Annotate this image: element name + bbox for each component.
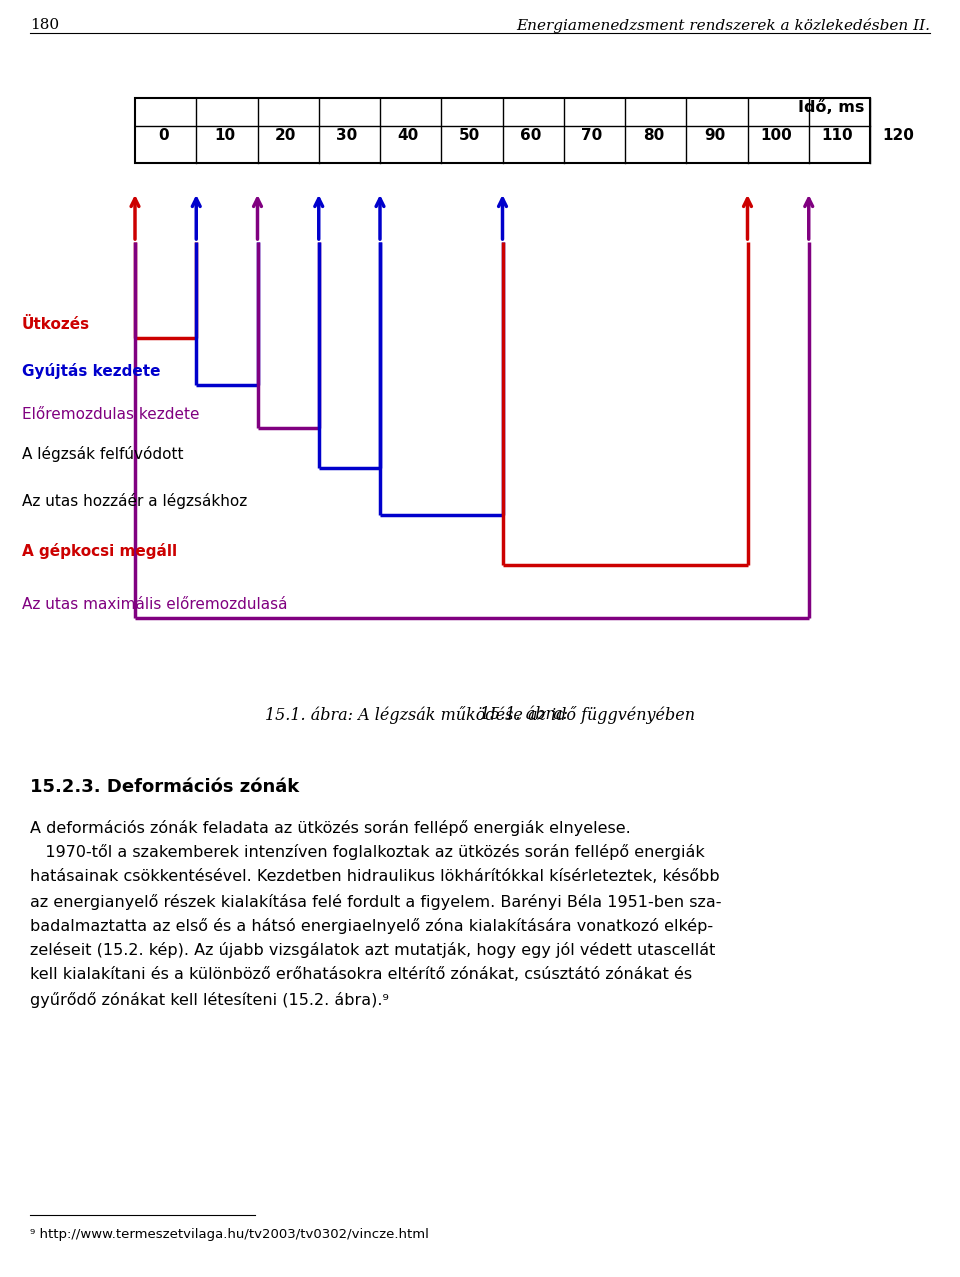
Text: A gépkocsi megáll: A gépkocsi megáll <box>22 543 178 559</box>
Text: 15.1. ábra:: 15.1. ábra: <box>480 706 568 723</box>
Text: 90: 90 <box>704 128 725 143</box>
Text: 120: 120 <box>882 128 914 143</box>
Text: 30: 30 <box>336 128 358 143</box>
Text: 50: 50 <box>459 128 480 143</box>
Text: A deformációs zónák feladata az ütközés során fellépő energiák elnyelese.: A deformációs zónák feladata az ütközés … <box>30 820 631 836</box>
Text: 100: 100 <box>760 128 792 143</box>
Text: Energiamenedzsment rendszerek a közlekedésben II.: Energiamenedzsment rendszerek a közleked… <box>516 18 930 33</box>
Text: gyűrődő zónákat kell létesíteni (15.2. ábra).⁹: gyűrődő zónákat kell létesíteni (15.2. á… <box>30 991 389 1008</box>
Text: 1970-től a szakemberek intenzíven foglalkoztak az ütközés során fellépő energiák: 1970-től a szakemberek intenzíven foglal… <box>30 844 705 861</box>
Text: badalmaztatta az első és a hátsó energiaelnyelő zóna kialakítására vonatkozó elk: badalmaztatta az első és a hátsó energia… <box>30 918 713 933</box>
Text: ⁹ http://www.termeszetvilaga.hu/tv2003/tv0302/vincze.html: ⁹ http://www.termeszetvilaga.hu/tv2003/t… <box>30 1228 429 1241</box>
Text: 15.1. ábra: A légzsák működése az idő függvényében: 15.1. ábra: A légzsák működése az idő fü… <box>265 706 695 724</box>
Text: Az utas hozzáér a légzsákhoz: Az utas hozzáér a légzsákhoz <box>22 493 248 510</box>
Text: zeléseit (15.2. kép). Az újabb vizsgálatok azt mutatják, hogy egy jól védett uta: zeléseit (15.2. kép). Az újabb vizsgálat… <box>30 942 715 959</box>
Text: hatásainak csökkentésével. Kezdetben hidraulikus lökhárítókkal kísérleteztek, ké: hatásainak csökkentésével. Kezdetben hid… <box>30 870 720 884</box>
Text: 15.2.3. Deformációs zónák: 15.2.3. Deformációs zónák <box>30 778 300 796</box>
Text: az energianyelő részek kialakítása felé fordult a figyelem. Barényi Béla 1951-be: az energianyelő részek kialakítása felé … <box>30 894 722 909</box>
Text: Előremozdulas kezdete: Előremozdulas kezdete <box>22 407 200 421</box>
Text: 60: 60 <box>520 128 541 143</box>
Text: Idő, ms: Idő, ms <box>798 100 864 115</box>
Text: 10: 10 <box>214 128 235 143</box>
Text: Az utas maximális előremozdulasá: Az utas maximális előremozdulasá <box>22 598 287 612</box>
Bar <box>135 98 870 163</box>
Text: Ütkozés: Ütkozés <box>22 317 90 332</box>
Text: Gyújtás kezdete: Gyújtás kezdete <box>22 363 160 379</box>
Text: kell kialakítani és a különböző erőhatásokra eltérítő zónákat, csúsztátó zónákat: kell kialakítani és a különböző erőhatás… <box>30 967 692 982</box>
Text: 70: 70 <box>582 128 603 143</box>
Text: 180: 180 <box>30 18 60 32</box>
Text: 20: 20 <box>276 128 297 143</box>
Text: 110: 110 <box>821 128 852 143</box>
Text: 80: 80 <box>642 128 664 143</box>
Text: A légzsák felfúvódott: A légzsák felfúvódott <box>22 446 183 462</box>
Text: 0: 0 <box>158 128 169 143</box>
Text: 40: 40 <box>397 128 419 143</box>
